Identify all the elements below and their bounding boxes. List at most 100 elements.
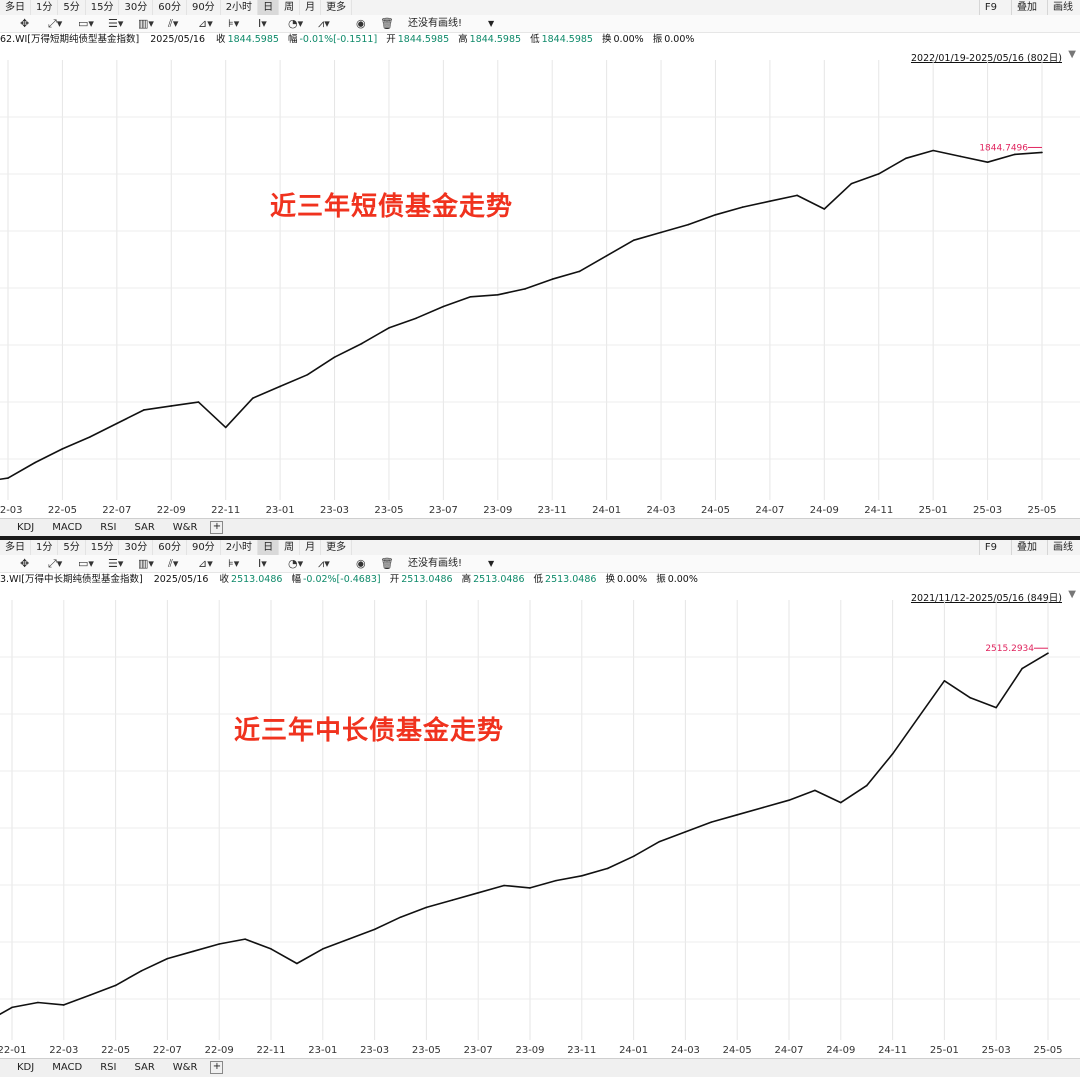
timeframe-day[interactable]: 日 bbox=[258, 0, 280, 15]
eye-icon[interactable]: ◉ bbox=[356, 17, 366, 30]
data-point bbox=[322, 948, 324, 950]
x-tick-label: 24-07 bbox=[774, 1045, 803, 1056]
timeframe-day[interactable]: 日 bbox=[258, 540, 280, 555]
move-icon[interactable]: ✥ bbox=[20, 557, 30, 570]
tab-sar[interactable]: SAR bbox=[134, 1062, 155, 1073]
text-tool-icon[interactable]: Ⅰ▾ bbox=[258, 557, 267, 570]
add-indicator-icon[interactable]: + bbox=[210, 1060, 224, 1074]
open-label: 开 bbox=[389, 574, 400, 585]
timeframe-more[interactable]: 更多 bbox=[321, 540, 353, 555]
move-icon[interactable]: ✥ bbox=[20, 17, 30, 30]
last-value-marker: 2515.2934 bbox=[985, 644, 1034, 654]
timeframe-30min[interactable]: 30分 bbox=[119, 540, 154, 555]
timeframe-month[interactable]: 月 bbox=[300, 0, 322, 15]
text-tool-icon[interactable]: Ⅰ▾ bbox=[258, 17, 267, 30]
range-dropdown-icon[interactable]: ▼ bbox=[1068, 589, 1076, 600]
overlay-button[interactable]: 叠加 bbox=[1011, 540, 1042, 555]
timeframe-1min[interactable]: 1分 bbox=[31, 540, 59, 555]
draw-line-button[interactable]: 画线 bbox=[1047, 0, 1078, 15]
timeframe-1min[interactable]: 1分 bbox=[31, 0, 59, 15]
high-label: 高 bbox=[458, 34, 468, 45]
timeframe-2hour[interactable]: 2小时 bbox=[221, 540, 259, 555]
timeframe-90min[interactable]: 90分 bbox=[187, 0, 221, 15]
gann-tool-icon[interactable]: ▥▾ bbox=[138, 17, 154, 30]
cycle-tool-icon[interactable]: ⊧▾ bbox=[228, 17, 240, 30]
timeframe-week[interactable]: 周 bbox=[279, 540, 301, 555]
data-point bbox=[469, 295, 472, 298]
timeframe-5min[interactable]: 5分 bbox=[58, 540, 86, 555]
timeframe-5min[interactable]: 5分 bbox=[58, 0, 86, 15]
chevron-down-icon[interactable]: ▼ bbox=[488, 19, 495, 28]
tab-rsi[interactable]: RSI bbox=[100, 522, 117, 533]
fan-tool-icon[interactable]: ⊿▾ bbox=[198, 557, 213, 570]
line-tool-icon[interactable]: ⤢▾ bbox=[48, 17, 63, 30]
timeframe-90min[interactable]: 90分 bbox=[187, 540, 221, 555]
timeframe-month[interactable]: 月 bbox=[300, 540, 322, 555]
timeframe-60min[interactable]: 60分 bbox=[153, 0, 187, 15]
turnover-label: 换 bbox=[605, 574, 615, 585]
shape-tool-icon[interactable]: ◔▾ bbox=[288, 17, 304, 30]
fan-tool-icon[interactable]: ⊿▾ bbox=[198, 17, 213, 30]
data-point bbox=[932, 149, 934, 152]
tab-rsi[interactable]: RSI bbox=[100, 1062, 117, 1073]
tab-wr[interactable]: W&R bbox=[172, 1062, 198, 1073]
timeframe-15min[interactable]: 15分 bbox=[86, 0, 120, 15]
tab-sar[interactable]: SAR bbox=[134, 522, 155, 533]
gann-tool-icon[interactable]: ▥▾ bbox=[138, 557, 154, 570]
data-point bbox=[788, 799, 790, 801]
trash-icon[interactable]: 🗑 bbox=[380, 557, 394, 570]
line-tool-icon[interactable]: ⤢▾ bbox=[48, 557, 63, 570]
drawing-select[interactable]: 还没有画线! bbox=[408, 18, 463, 29]
tab-macd[interactable]: MACD bbox=[52, 1062, 83, 1073]
data-point bbox=[736, 814, 738, 816]
eye-icon[interactable]: ◉ bbox=[356, 557, 366, 570]
chevron-down-icon[interactable]: ▼ bbox=[488, 559, 495, 568]
chart-panel-short-term: 多日 1分 5分 15分 30分 60分 90分 2小时日周月更多 F9 叠加 画线 ✥ ⤢▾… bbox=[0, 0, 1080, 538]
timeframe-2hour[interactable]: 2小时 bbox=[221, 0, 259, 15]
add-indicator-icon[interactable]: + bbox=[210, 520, 224, 534]
comment-tool-icon[interactable]: ▭▾ bbox=[78, 17, 94, 30]
change-value: -0.01%[-0.1511] bbox=[299, 34, 378, 45]
data-point bbox=[986, 161, 989, 163]
timeframe-15min[interactable]: 15分 bbox=[86, 540, 120, 555]
wave-tool-icon[interactable]: ⩘▾ bbox=[318, 17, 330, 30]
timeframe-multiday[interactable]: 多日 bbox=[0, 540, 31, 555]
tab-macd[interactable]: MACD bbox=[52, 522, 83, 533]
drawing-select[interactable]: 还没有画线! bbox=[408, 558, 463, 569]
open-value: 1844.5985 bbox=[397, 34, 450, 45]
date-range[interactable]: 2021/11/12-2025/05/16 (849日) bbox=[910, 593, 1062, 604]
overlay-button[interactable]: 叠加 bbox=[1011, 0, 1042, 15]
timeframe-week[interactable]: 周 bbox=[279, 0, 301, 15]
data-point bbox=[373, 928, 376, 931]
drawing-toolbar: ✥ ⤢▾ ▭▾ ☰▾ ▥▾ ⫽▾ ⊿▾ ⊧▾ Ⅰ▾ ◔▾ ⩘▾ ◉ 🗑 还没有画… bbox=[0, 555, 1080, 573]
timeframe-multiday[interactable]: 多日 bbox=[0, 0, 31, 15]
range-dropdown-icon[interactable]: ▼ bbox=[1068, 49, 1076, 60]
comment-tool-icon[interactable]: ▭▾ bbox=[78, 557, 94, 570]
tab-kdj[interactable]: KDJ bbox=[17, 1062, 35, 1073]
data-point bbox=[714, 214, 717, 216]
change-value: -0.02%[-0.4683] bbox=[302, 574, 381, 585]
timeframe-60min[interactable]: 60分 bbox=[153, 540, 187, 555]
tab-kdj[interactable]: KDJ bbox=[17, 522, 35, 533]
x-tick-label: 24-01 bbox=[592, 505, 621, 516]
fib-tool-icon[interactable]: ☰▾ bbox=[108, 17, 124, 30]
tab-wr[interactable]: W&R bbox=[172, 522, 198, 533]
fib-tool-icon[interactable]: ☰▾ bbox=[108, 557, 124, 570]
change-label: 幅 bbox=[287, 34, 298, 45]
timeframe-30min[interactable]: 30分 bbox=[119, 0, 154, 15]
f9-button[interactable]: F9 bbox=[978, 0, 1002, 15]
f9-button[interactable]: F9 bbox=[978, 540, 1002, 555]
trash-icon[interactable]: 🗑 bbox=[380, 17, 394, 30]
cycle-tool-icon[interactable]: ⊧▾ bbox=[228, 557, 240, 570]
data-point bbox=[633, 239, 635, 241]
open-value: 2513.0486 bbox=[401, 574, 453, 585]
shape-tool-icon[interactable]: ◔▾ bbox=[288, 557, 304, 570]
data-point bbox=[850, 182, 853, 185]
date-range[interactable]: 2022/01/19-2025/05/16 (802日) bbox=[910, 53, 1062, 64]
draw-line-button[interactable]: 画线 bbox=[1047, 540, 1078, 555]
open-label: 开 bbox=[386, 34, 396, 45]
timeframe-more[interactable]: 更多 bbox=[321, 0, 353, 15]
parallel-tool-icon[interactable]: ⫽▾ bbox=[168, 557, 179, 570]
wave-tool-icon[interactable]: ⩘▾ bbox=[318, 557, 330, 570]
parallel-tool-icon[interactable]: ⫽▾ bbox=[168, 17, 179, 30]
